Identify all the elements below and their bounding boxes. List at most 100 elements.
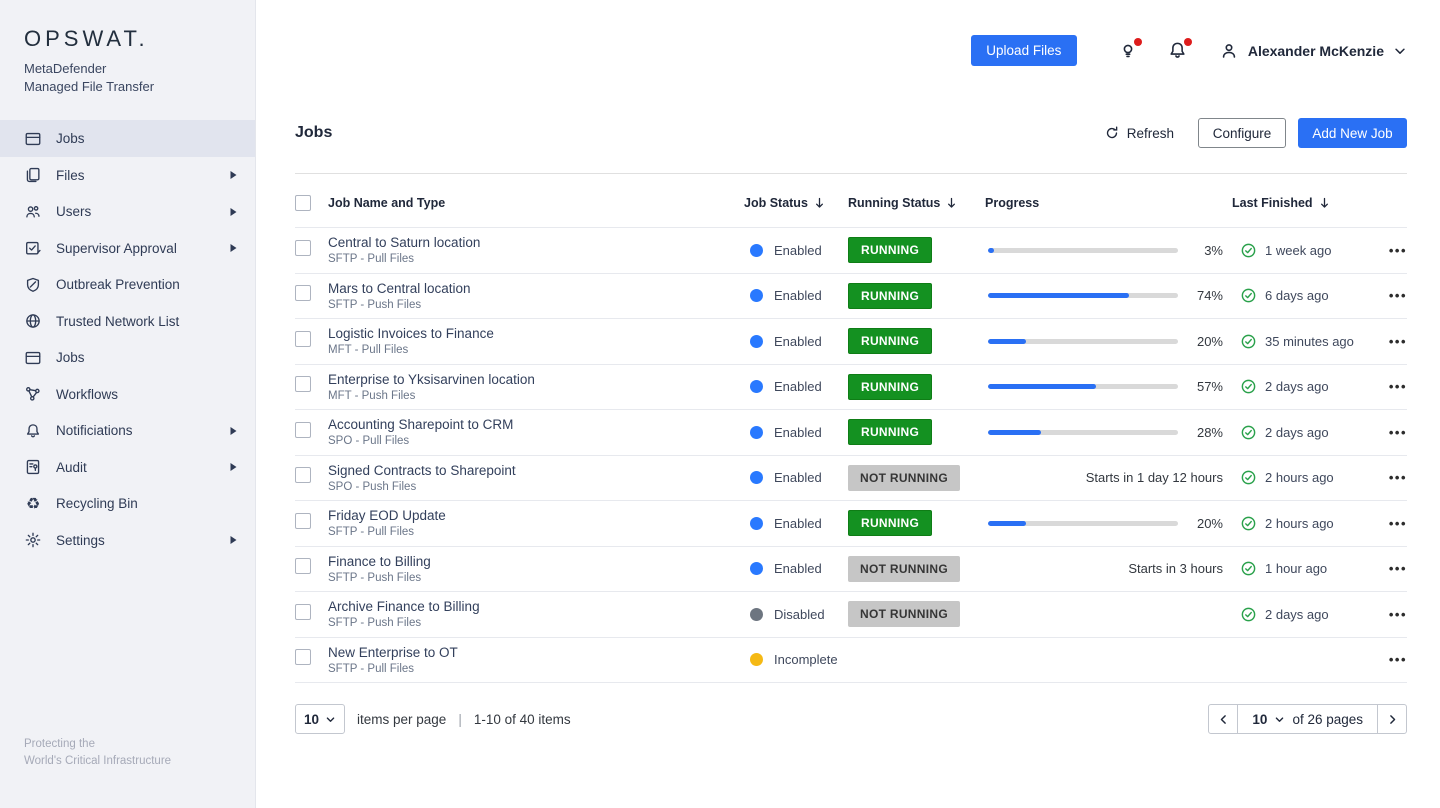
sidebar-item-audit[interactable]: Audit <box>0 449 255 486</box>
select-all-cell <box>295 195 328 212</box>
row-checkbox[interactable] <box>295 649 311 666</box>
check-circle-icon <box>1240 378 1257 395</box>
chevron-down-icon <box>326 716 335 722</box>
progress-cell: 3% <box>985 243 1232 258</box>
sidebar-item-label: Trusted Network List <box>56 313 180 329</box>
check-circle-icon <box>1240 606 1257 623</box>
current-page-select[interactable]: 10 of 26 pages <box>1237 705 1378 733</box>
sort-descending-icon[interactable] <box>945 196 958 210</box>
sidebar-item-notificiations[interactable]: Notificiations <box>0 412 255 449</box>
sidebar-item-settings[interactable]: Settings <box>0 522 255 559</box>
progress-percent: 20% <box>1196 333 1223 349</box>
row-actions-cell: ••• <box>1375 516 1407 531</box>
bell-icon[interactable] <box>1167 37 1192 62</box>
last-finished-cell: 1 week ago <box>1232 242 1375 259</box>
row-menu-button[interactable]: ••• <box>1388 470 1407 486</box>
job-name-cell[interactable]: Signed Contracts to Sharepoint SPO - Push… <box>328 463 744 493</box>
job-name-cell[interactable]: Central to Saturn location SFTP - Pull Fi… <box>328 235 744 265</box>
check-circle-icon <box>1240 287 1257 304</box>
sidebar-item-workflows[interactable]: Workflows <box>0 376 255 413</box>
job-name-cell[interactable]: Archive Finance to Billing SFTP - Push Fi… <box>328 599 744 629</box>
job-status-label: Enabled <box>774 242 822 258</box>
row-checkbox[interactable] <box>295 376 311 393</box>
row-checkbox[interactable] <box>295 285 311 302</box>
header-divider <box>295 173 1407 174</box>
sidebar-item-recycling-bin[interactable]: ♻ Recycling Bin <box>0 485 255 522</box>
job-status-cell: Disabled <box>744 607 848 622</box>
user-menu[interactable]: Alexander McKenzie <box>1219 41 1407 61</box>
chevron-right-icon <box>229 462 239 472</box>
page-size-select[interactable]: 10 <box>295 704 345 734</box>
row-checkbox[interactable] <box>295 558 311 575</box>
sidebar-item-trusted-network-list[interactable]: Trusted Network List <box>0 303 255 340</box>
sidebar-item-jobs-2[interactable]: Jobs <box>0 339 255 376</box>
job-status-label: Enabled <box>774 424 822 440</box>
row-checkbox[interactable] <box>295 512 311 529</box>
row-menu-button[interactable]: ••• <box>1388 333 1407 349</box>
last-finished-text: 2 days ago <box>1265 379 1329 395</box>
check-circle-icon <box>1240 469 1257 486</box>
job-name-cell[interactable]: Accounting Sharepoint to CRM SPO - Pull F… <box>328 417 744 447</box>
row-menu-button[interactable]: ••• <box>1388 288 1407 304</box>
row-menu-button[interactable]: ••• <box>1388 379 1407 395</box>
row-select-cell <box>295 285 328 306</box>
column-header-job-status: Job Status <box>744 196 848 210</box>
job-status-cell: Enabled <box>744 425 848 440</box>
add-new-job-button[interactable]: Add New Job <box>1298 118 1407 148</box>
sidebar-item-users[interactable]: Users <box>0 193 255 230</box>
configure-button[interactable]: Configure <box>1198 118 1286 148</box>
job-name-cell[interactable]: New Enterprise to OT SFTP - Pull Files <box>328 645 744 675</box>
sidebar-item-jobs[interactable]: Jobs <box>0 120 255 157</box>
files-icon <box>24 166 42 184</box>
total-pages-label: of 26 pages <box>1292 711 1363 727</box>
running-status-badge: RUNNING <box>848 328 933 355</box>
sort-descending-icon[interactable] <box>813 196 826 210</box>
row-checkbox[interactable] <box>295 421 311 438</box>
sidebar-item-label: Outbreak Prevention <box>56 277 180 293</box>
column-header-last-finished: Last Finished <box>1232 196 1375 210</box>
upload-files-button[interactable]: Upload Files <box>970 35 1077 66</box>
progress-bar <box>988 293 1178 299</box>
row-checkbox[interactable] <box>295 603 311 620</box>
row-menu-button[interactable]: ••• <box>1388 424 1407 440</box>
pagination-bar: 10 items per page | 1-10 of 40 items 10 … <box>295 704 1407 734</box>
chevron-right-icon <box>1389 714 1395 724</box>
progress-bar <box>988 338 1178 344</box>
row-select-cell <box>295 603 328 625</box>
row-menu-button[interactable]: ••• <box>1388 515 1407 531</box>
row-menu-button[interactable]: ••• <box>1388 242 1407 258</box>
row-checkbox[interactable] <box>295 330 311 347</box>
sidebar-item-outbreak-prevention[interactable]: Outbreak Prevention <box>0 266 255 303</box>
select-all-checkbox[interactable] <box>295 195 311 212</box>
row-checkbox[interactable] <box>295 467 311 484</box>
job-name-cell[interactable]: Finance to Billing SFTP - Push Files <box>328 554 744 584</box>
job-name-cell[interactable]: Mars to Central location SFTP - Push File… <box>328 281 744 311</box>
status-dot <box>750 516 763 530</box>
next-page-button[interactable] <box>1378 705 1406 733</box>
job-name: Enterprise to Yksisarvinen location <box>328 371 535 387</box>
sidebar-item-supervisor-approval[interactable]: Supervisor Approval <box>0 230 255 267</box>
row-menu-button[interactable]: ••• <box>1388 606 1407 622</box>
bulb-icon[interactable] <box>1117 37 1142 62</box>
sidebar-item-files[interactable]: Files <box>0 157 255 194</box>
prev-page-button[interactable] <box>1209 705 1237 733</box>
progress-bar <box>988 384 1178 390</box>
chevron-down-icon <box>1395 48 1405 54</box>
product-line-2: Managed File Transfer <box>24 79 155 95</box>
row-menu-button[interactable]: ••• <box>1388 652 1407 668</box>
row-checkbox[interactable] <box>295 239 311 256</box>
job-name-cell[interactable]: Enterprise to Yksisarvinen location MFT -… <box>328 372 744 402</box>
job-status-label: Enabled <box>774 515 822 531</box>
running-status-badge: RUNNING <box>848 282 933 309</box>
sort-descending-icon[interactable] <box>1318 196 1331 210</box>
job-status-cell: Enabled <box>744 561 848 576</box>
job-name-cell[interactable]: Friday EOD Update SFTP - Pull Files <box>328 508 744 538</box>
running-status-cell: NOT RUNNING <box>848 464 985 491</box>
status-dot <box>750 562 763 576</box>
refresh-button[interactable]: Refresh <box>1104 125 1174 141</box>
job-name: Accounting Sharepoint to CRM <box>328 417 514 433</box>
row-menu-button[interactable]: ••• <box>1388 561 1407 577</box>
last-finished-cell: 2 days ago <box>1232 378 1375 395</box>
sidebar-item-label: Settings <box>56 532 105 548</box>
job-name-cell[interactable]: Logistic Invoices to Finance MFT - Pull F… <box>328 326 744 356</box>
